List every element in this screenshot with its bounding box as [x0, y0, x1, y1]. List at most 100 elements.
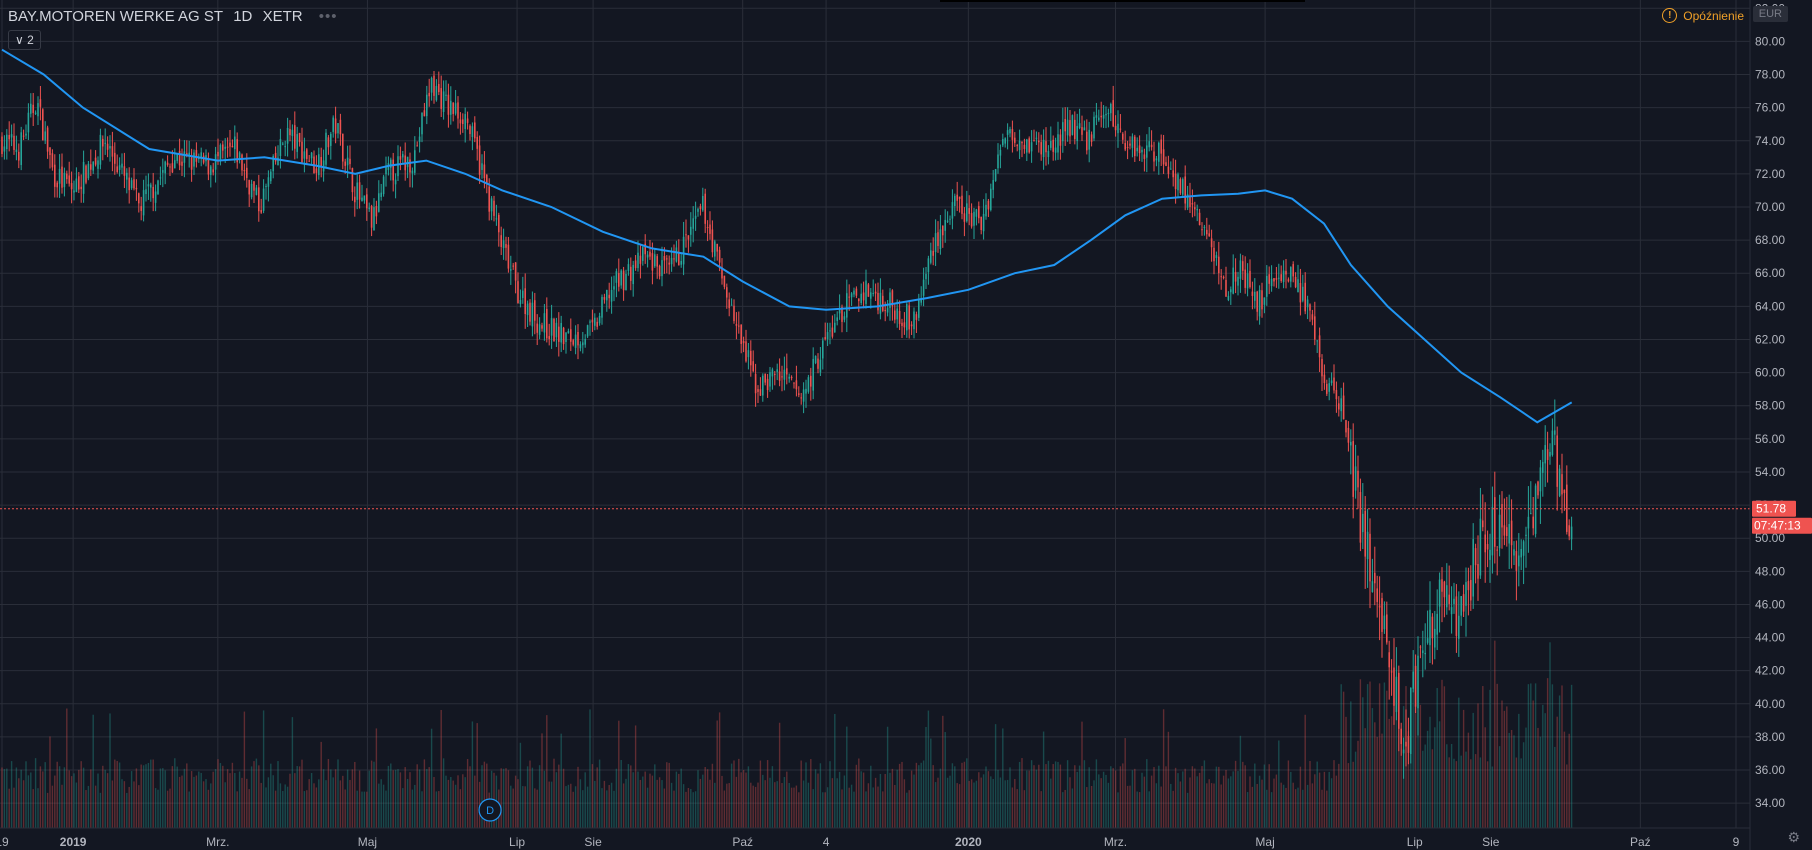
- volume-bar: [274, 790, 277, 828]
- time-tick-label: Paź: [1630, 835, 1651, 849]
- candle-body: [22, 135, 25, 137]
- volume-bar: [1434, 727, 1436, 828]
- volume-bar: [75, 782, 78, 828]
- volume-bar: [1294, 789, 1297, 828]
- volume-bar: [231, 762, 234, 828]
- candle-body: [92, 161, 94, 171]
- dividend-marker[interactable]: D: [478, 798, 502, 822]
- candle-body: [433, 75, 435, 96]
- volume-bar: [102, 765, 104, 828]
- volume-bar: [1189, 777, 1191, 828]
- candle-body: [512, 265, 514, 267]
- time-axis[interactable]: 19 2019 Mrz. Maj Lip Sie Paź 4 2020 Mrz. Maj Lip Sie…: [0, 827, 1750, 849]
- candle-body: [370, 206, 373, 228]
- volume-bar: [82, 767, 85, 828]
- candle-body: [524, 288, 526, 315]
- candle-body: [627, 264, 630, 271]
- indicators-collapse-button[interactable]: ∨ 2: [8, 30, 41, 50]
- symbol-header[interactable]: BAY.MOTOREN WERKE AG ST 1D XETR •••: [8, 8, 344, 25]
- price-tick-label: 50.00: [1755, 531, 1785, 545]
- candle-body: [375, 206, 378, 217]
- volume-bar: [954, 766, 956, 828]
- candle-body: [543, 313, 546, 333]
- volume-bar: [440, 709, 442, 828]
- candle-body: [111, 146, 114, 157]
- candle-body: [591, 319, 594, 323]
- candle-body: [1124, 143, 1126, 150]
- volume-bar: [1071, 788, 1074, 828]
- volume-bar: [783, 777, 786, 828]
- candle-body: [802, 389, 805, 402]
- volume-bar: [1448, 757, 1450, 828]
- more-icon[interactable]: •••: [318, 8, 338, 25]
- candle-body: [63, 172, 66, 188]
- volume-bar: [1316, 761, 1318, 828]
- candle-body: [642, 247, 644, 261]
- candle-body: [858, 298, 860, 302]
- volume-bar: [8, 788, 10, 828]
- delay-notice[interactable]: ! Opóźnienie: [1662, 8, 1744, 23]
- candle-body: [274, 152, 277, 162]
- volume-bar: [150, 759, 152, 828]
- candle-body: [116, 166, 118, 173]
- volume-bar: [190, 771, 193, 828]
- candle-body: [378, 193, 380, 212]
- candle-body: [219, 144, 222, 161]
- volume-bar: [229, 773, 231, 828]
- settings-gear-icon[interactable]: ⚙: [1787, 829, 1800, 845]
- symbol-name[interactable]: BAY.MOTOREN WERKE AG ST: [8, 8, 224, 25]
- volume-bar: [90, 769, 92, 828]
- candle-body: [1376, 588, 1378, 603]
- time-tick-label: Maj: [1255, 835, 1274, 849]
- volume-bar: [1342, 691, 1345, 828]
- currency-badge[interactable]: EUR: [1752, 6, 1788, 22]
- candle-body: [579, 344, 582, 349]
- volume-bar: [649, 773, 651, 828]
- candle-body: [632, 265, 634, 285]
- volume-bar: [1194, 768, 1196, 828]
- candle-body: [1402, 749, 1405, 754]
- candle-body: [1189, 197, 1191, 208]
- candle-body: [183, 151, 186, 163]
- candle-body: [1472, 539, 1474, 597]
- candle-body: [1503, 525, 1506, 536]
- volume-bar: [291, 717, 294, 828]
- candle-body: [958, 196, 961, 199]
- volume-bar: [596, 767, 598, 828]
- candle-body: [560, 323, 562, 343]
- volume-bar: [1494, 640, 1496, 828]
- candle-body: [735, 324, 738, 326]
- candle-body: [200, 152, 202, 158]
- volume-bar: [716, 720, 718, 828]
- volume-bar: [574, 786, 577, 828]
- candle-body: [673, 258, 675, 260]
- candle-body: [687, 235, 690, 240]
- volume-bar: [1398, 694, 1400, 828]
- volume-bar: [519, 742, 522, 828]
- dividend-marker-circle[interactable]: [478, 798, 502, 822]
- volume-bar: [1477, 703, 1479, 828]
- volume-bar: [1011, 787, 1014, 828]
- volume-bar: [886, 726, 889, 828]
- volume-bar: [1357, 740, 1359, 828]
- volume-bar: [1196, 776, 1198, 828]
- candle-body: [1110, 104, 1112, 114]
- volume-bar: [541, 733, 543, 828]
- candle-body: [1081, 127, 1083, 135]
- candle-body: [488, 186, 490, 212]
- candle-body: [1328, 383, 1330, 392]
- candle-body: [1122, 133, 1124, 140]
- volume-bar: [13, 787, 15, 828]
- volume-bar: [1014, 779, 1016, 828]
- interval-label[interactable]: 1D: [233, 8, 253, 25]
- candle-body: [807, 377, 810, 392]
- volume-bar: [1100, 778, 1102, 828]
- volume-bar: [294, 773, 296, 828]
- candle-body: [267, 177, 270, 187]
- candle-body: [46, 127, 49, 152]
- candle-body: [303, 151, 306, 159]
- price-axis[interactable]: 34.00 36.00 38.00 40.00 42.00 44.00 46.00 48.00…: [1749, 0, 1785, 850]
- candle-body: [1333, 377, 1335, 391]
- candle-body: [1426, 638, 1429, 643]
